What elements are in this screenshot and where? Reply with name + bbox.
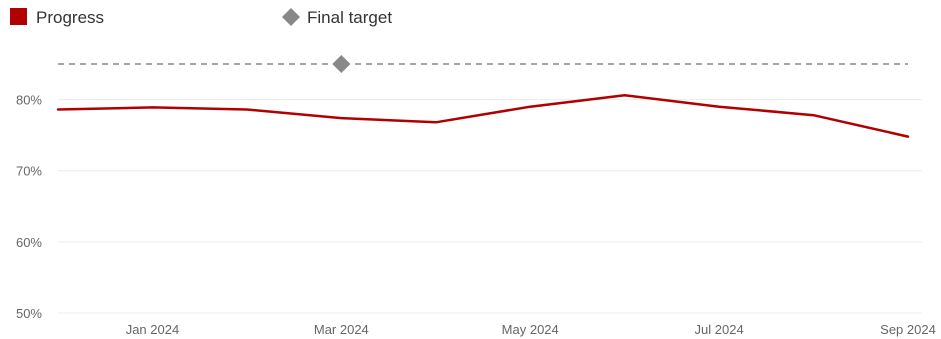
legend-label-progress: Progress [36,8,104,27]
x-axis-ticks: Jan 2024 Mar 2024 May 2024 Jul 2024 Sep 2024 [126,322,936,337]
x-tick-label: Sep 2024 [880,322,936,337]
data-point[interactable] [149,104,155,110]
target-marker[interactable] [332,55,351,73]
y-axis-ticks: 50% 60% 70% 80% [16,93,42,321]
data-point[interactable] [811,112,817,118]
x-tick-label: Mar 2024 [314,322,369,337]
grid-lines [58,99,922,314]
legend-swatch-progress [10,8,27,25]
series-line-progress[interactable] [56,94,910,138]
data-point[interactable] [905,134,911,140]
legend-label-final-target: Final target [307,8,392,27]
data-point[interactable] [55,107,61,113]
x-tick-label: Jul 2024 [695,322,744,337]
y-tick-label: 60% [16,235,42,250]
data-point[interactable] [244,107,250,113]
series-layer [55,92,911,140]
data-point[interactable] [622,92,628,98]
y-tick-label: 80% [16,93,42,108]
y-tick-label: 50% [16,306,42,321]
data-point[interactable] [527,104,533,110]
legend-item-progress[interactable]: Progress [10,8,104,27]
legend: Progress Final target [10,8,392,27]
y-tick-label: 70% [16,164,42,179]
legend-diamond-icon [282,8,300,26]
data-point[interactable] [716,104,722,110]
data-point[interactable] [433,119,439,125]
legend-item-final-target[interactable]: Final target [282,8,392,27]
x-tick-label: Jan 2024 [126,322,180,337]
target-layer [58,55,908,73]
x-tick-label: May 2024 [502,322,559,337]
data-point[interactable] [338,115,344,121]
